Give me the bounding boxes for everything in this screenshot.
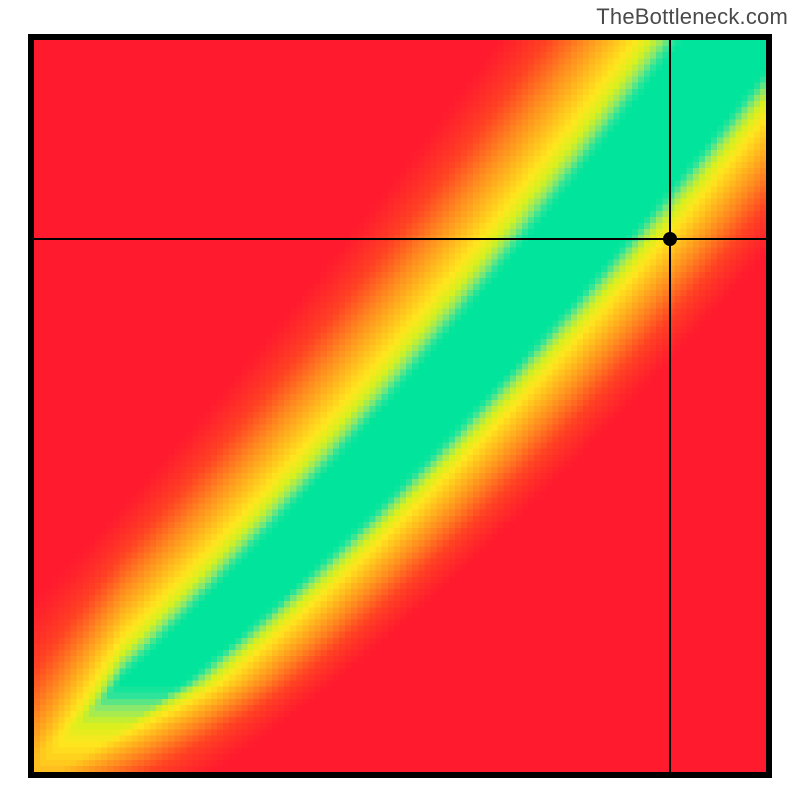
- plot-area: [28, 34, 772, 778]
- watermark-text: TheBottleneck.com: [596, 4, 788, 30]
- crosshair-vertical: [669, 40, 671, 772]
- crosshair-horizontal: [34, 238, 766, 240]
- figure-container: TheBottleneck.com: [0, 0, 800, 800]
- crosshair-marker[interactable]: [663, 232, 677, 246]
- heatmap-canvas: [34, 40, 766, 772]
